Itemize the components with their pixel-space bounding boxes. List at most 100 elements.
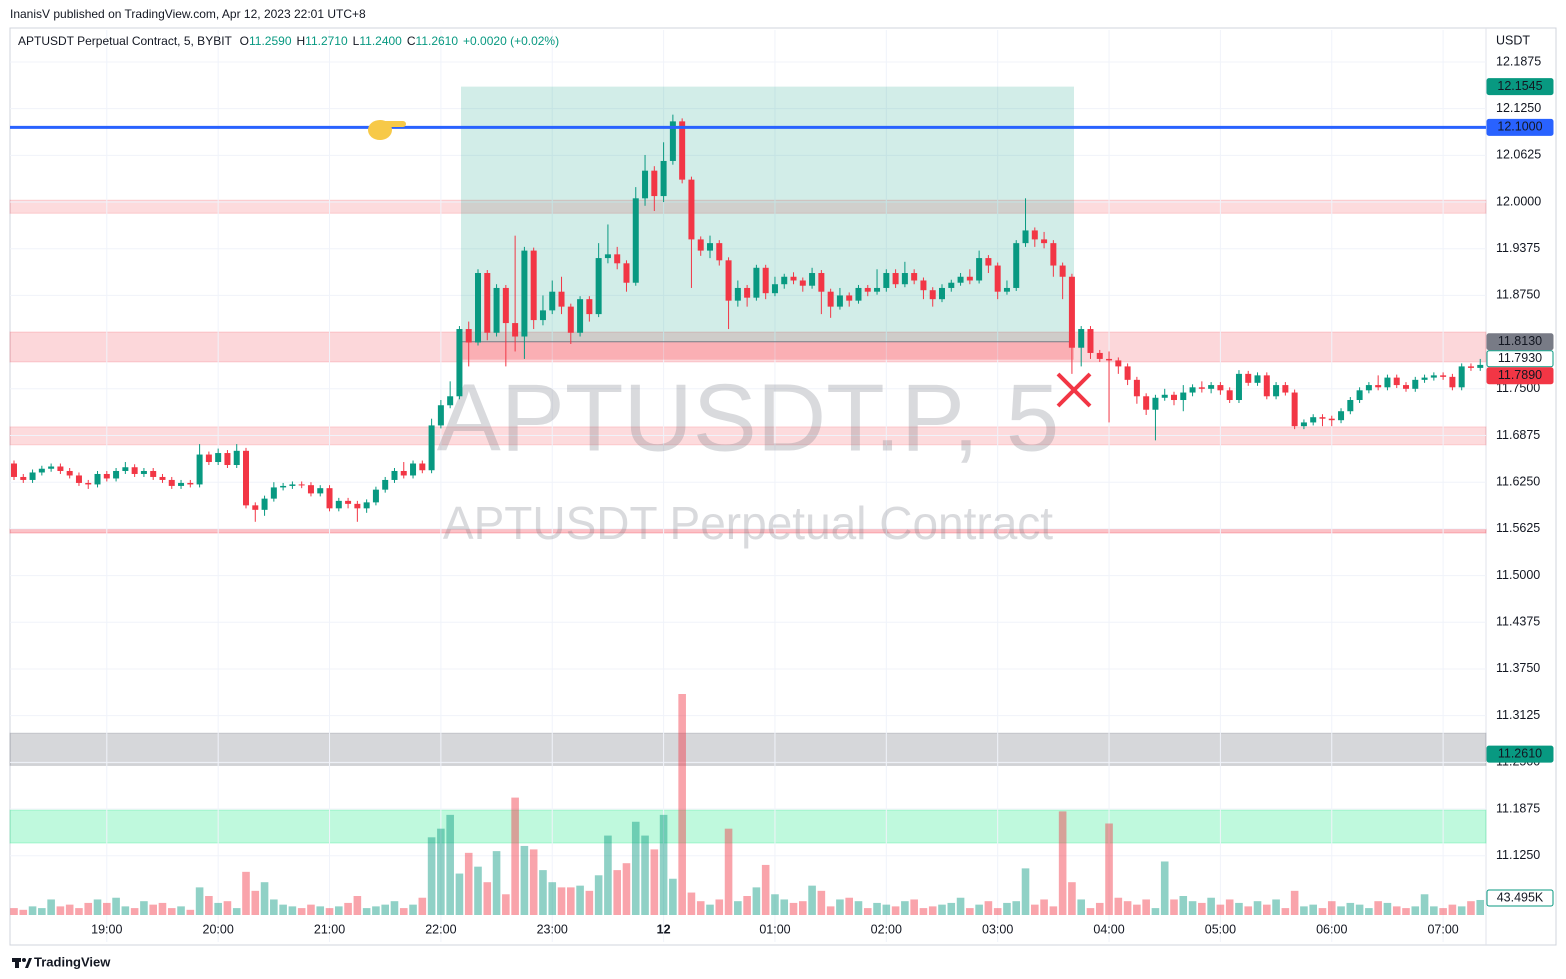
volume-bar (743, 896, 751, 915)
candle-body (1254, 375, 1261, 383)
candle-body (1059, 265, 1066, 277)
price-tag-label: 11.7890 (1498, 368, 1542, 382)
volume-bar (928, 906, 937, 915)
candle-body (400, 470, 407, 476)
volume-bar (1133, 904, 1141, 915)
volume-bar (390, 901, 399, 915)
candle-body (131, 467, 138, 474)
candle-body (391, 470, 398, 480)
candle-body (1393, 377, 1400, 386)
volume-bar (1142, 899, 1150, 915)
volume-bar (418, 897, 427, 915)
volume-bar (1049, 906, 1058, 915)
volume-bar (669, 878, 677, 915)
candle-body (1115, 360, 1122, 367)
candle-body (1440, 375, 1447, 377)
y-tick-label: 11.1250 (1496, 848, 1540, 862)
volume-bar (891, 906, 900, 915)
volume-bar (1365, 908, 1373, 915)
volume-bar (1430, 906, 1438, 915)
price-tag (1486, 333, 1554, 351)
volume-bar (993, 908, 1002, 915)
volume-bar (1021, 868, 1030, 915)
volume-bar (724, 828, 733, 915)
candle-body (140, 470, 147, 474)
candle-body (716, 243, 723, 261)
y-tick-label: 12.0000 (1496, 194, 1541, 208)
candle-body (697, 239, 704, 251)
candle-body (920, 280, 927, 291)
volume-bar (140, 901, 148, 915)
currency: USDT (1496, 33, 1530, 47)
candle-body (437, 405, 444, 426)
candle-body (1003, 287, 1010, 292)
candle-body (1041, 239, 1048, 244)
volume-bar (1346, 902, 1355, 915)
candle-body (1078, 329, 1085, 348)
price-tag-label: 12.1545 (1497, 79, 1542, 93)
volume-bar (1374, 901, 1382, 915)
candle-body (1189, 387, 1196, 393)
ohlc-value: 11.2590 (249, 34, 292, 48)
candle-body (929, 290, 936, 300)
volume-bar (1467, 901, 1475, 915)
candle-body (224, 453, 231, 466)
candle-body (1412, 379, 1419, 389)
x-tick-label: 12 (657, 922, 671, 936)
candle-body (1338, 411, 1345, 421)
candle-body (317, 488, 324, 494)
candle-body (1310, 417, 1317, 423)
ohlc-value: 11.2400 (359, 34, 402, 48)
volume-bar (121, 906, 130, 915)
ohlc-key: C (407, 34, 416, 48)
volume-bar (223, 901, 232, 915)
volume-bar (882, 904, 891, 915)
volume-bar (372, 906, 380, 915)
candle-body (298, 484, 305, 486)
volume-bar (631, 821, 640, 915)
volume-bar (19, 909, 28, 915)
y-tick-label: 11.4375 (1496, 615, 1540, 629)
y-tick-label: 12.0625 (1496, 148, 1541, 162)
ohlc-key: L (353, 34, 360, 48)
volume-bar (130, 908, 139, 915)
volume-bar (93, 899, 102, 915)
candle-body (771, 284, 778, 294)
price-tag-label: 11.8130 (1498, 334, 1542, 348)
volume-bar (1160, 861, 1169, 915)
volume-bar (706, 904, 714, 915)
volume-bar (149, 904, 157, 915)
candle-body (1152, 397, 1159, 410)
volume-bar (1411, 906, 1420, 915)
price-tag-label: 12.1000 (1497, 120, 1542, 134)
volume-bar (409, 904, 417, 915)
candle-body (57, 466, 64, 471)
volume-bar (464, 852, 473, 915)
y-tick-label: 11.6875 (1496, 428, 1540, 442)
candle-body (846, 295, 853, 301)
candle-body (289, 484, 296, 486)
candle-body (419, 463, 426, 471)
candle-body (966, 276, 973, 281)
candle-body (1180, 392, 1187, 401)
volume-bar (789, 902, 798, 915)
volume-bar (353, 896, 362, 915)
pointer-icon (368, 120, 406, 140)
candle-body (604, 254, 611, 259)
x-tick-label: 01:00 (759, 922, 790, 936)
volume-bar (1086, 908, 1095, 915)
candle-body (855, 287, 862, 301)
candle-body (428, 425, 435, 471)
candle-body (707, 243, 713, 251)
candle-body (614, 254, 621, 264)
candle-body (363, 502, 370, 509)
volume-bar (177, 906, 185, 915)
candle-body (1198, 387, 1205, 389)
y-tick-label: 12.1250 (1496, 101, 1541, 115)
volume-bar (103, 902, 111, 915)
candle-body (252, 505, 259, 510)
zone (9, 331, 1487, 363)
candle-body (335, 500, 342, 509)
change: +0.0020 (+0.02%) (463, 34, 559, 48)
y-tick-label: 12.1875 (1496, 54, 1541, 68)
